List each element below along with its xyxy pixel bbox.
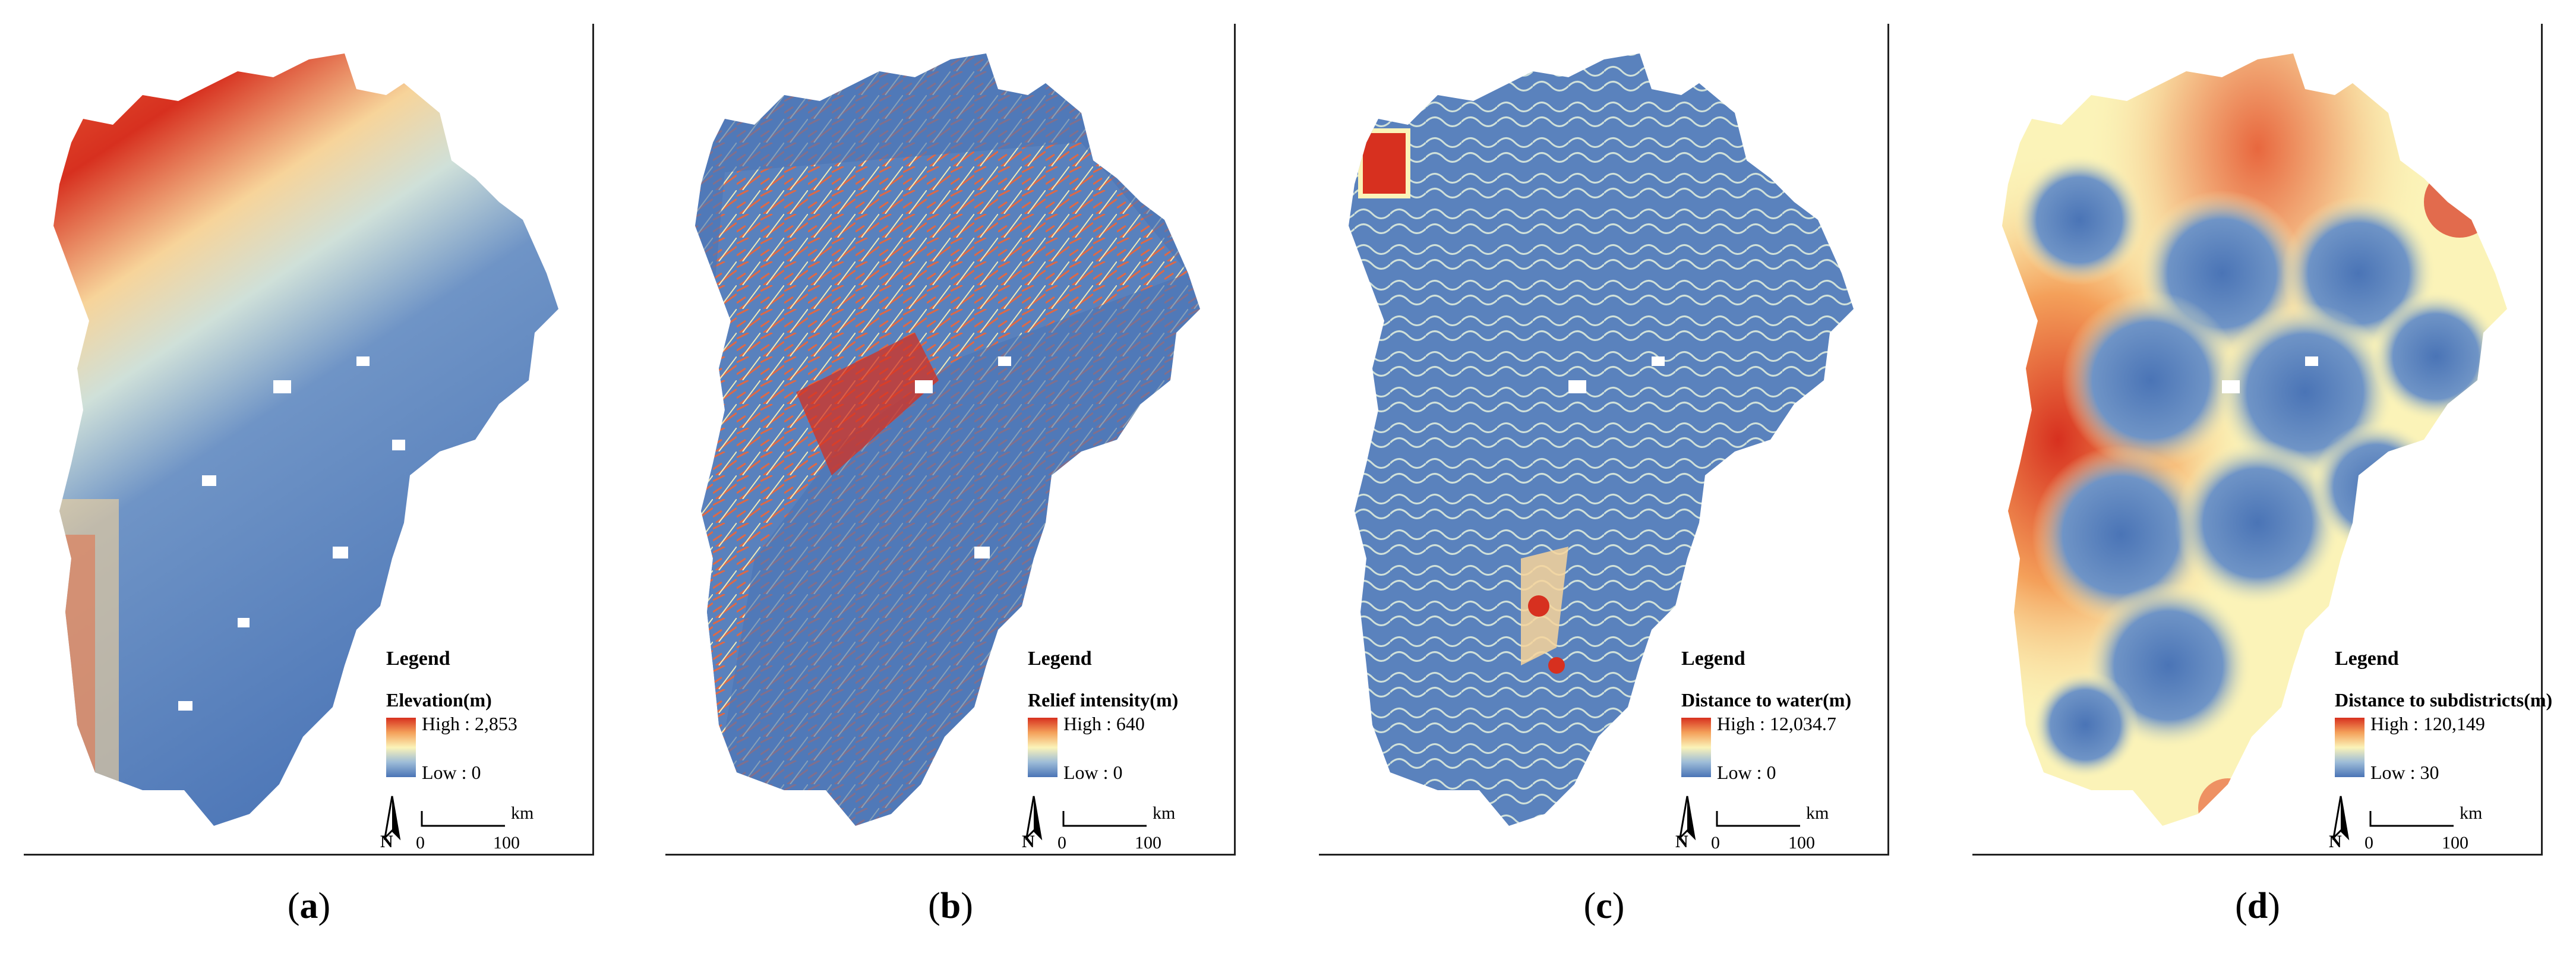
- color-ramp: [1681, 718, 1711, 777]
- north-arrow-icon: [1025, 796, 1043, 841]
- legend-high-label: High : 2,853: [422, 713, 517, 734]
- caption-letter: a: [299, 886, 318, 926]
- scale-max-label: 100: [2442, 833, 2468, 853]
- caption-letter: c: [1596, 886, 1612, 926]
- distance-to-subdistricts-map: [2002, 53, 2507, 826]
- map-legend: Legend Distance to subdistricts(m) High …: [2329, 648, 2552, 783]
- scale-unit-label: km: [1153, 803, 1176, 823]
- legend-title: Legend: [386, 648, 450, 670]
- scale-bar: [1062, 811, 1147, 827]
- scale-zero-label: 0: [2365, 833, 2373, 853]
- map-frame: [24, 24, 594, 856]
- scale-bar: [1716, 811, 1800, 827]
- map-legend: Legend Elevation(m) High : 2,853 Low : 0: [380, 648, 594, 783]
- legend-high-label: High : 12,034.7: [1717, 713, 1836, 734]
- elevation-map: [53, 53, 558, 826]
- north-label: N: [1022, 832, 1035, 851]
- panel-caption-a: (a): [287, 886, 331, 926]
- map-frame: [665, 24, 1236, 856]
- scale-max-label: 100: [1788, 833, 1815, 853]
- map-panel-c: Legend Distance to water(m) High : 12,03…: [1319, 24, 1889, 856]
- scale-bar: [421, 811, 505, 827]
- legend-low-label: Low : 0: [1063, 762, 1123, 783]
- color-ramp: [2335, 718, 2365, 777]
- map-legend: Legend Relief intensity(m) High : 640 Lo…: [1022, 648, 1236, 783]
- legend-field-name: Relief intensity(m): [1028, 689, 1179, 711]
- distance-to-water-map: [1349, 53, 1854, 826]
- legend-field-name: Distance to subdistricts(m): [2335, 689, 2553, 711]
- map-panel-b: Legend Relief intensity(m) High : 640 Lo…: [665, 24, 1236, 856]
- scale-zero-label: 0: [416, 833, 425, 853]
- north-label: N: [2329, 832, 2342, 851]
- legend-title: Legend: [2335, 648, 2399, 670]
- scale-unit-label: km: [2460, 803, 2483, 823]
- scale-max-label: 100: [1135, 833, 1161, 853]
- legend-title: Legend: [1028, 648, 1092, 670]
- legend-field-name: Distance to water(m): [1681, 689, 1852, 711]
- legend-high-label: High : 640: [1063, 713, 1145, 734]
- scale-max-label: 100: [493, 833, 520, 853]
- legend-low-label: Low : 0: [1717, 762, 1776, 783]
- legend-high-label: High : 120,149: [2370, 713, 2485, 734]
- scale-bar: [2369, 811, 2454, 827]
- north-arrow-icon: [1678, 796, 1696, 841]
- map-panel-d: Legend Distance to subdistricts(m) High …: [1972, 24, 2552, 856]
- panel-caption-c: (c): [1583, 886, 1625, 926]
- caption-letter: d: [2247, 886, 2268, 926]
- scale-zero-label: 0: [1057, 833, 1066, 853]
- relief-intensity-map: [695, 53, 1200, 826]
- legend-low-label: Low : 30: [2370, 762, 2439, 783]
- legend-field-name: Elevation(m): [386, 689, 492, 711]
- map-frame: [1319, 24, 1889, 856]
- map-frame: [1972, 24, 2543, 856]
- north-arrow-icon: [383, 796, 401, 841]
- scale-unit-label: km: [511, 803, 534, 823]
- scale-unit-label: km: [1806, 803, 1829, 823]
- north-arrow-icon: [2332, 796, 2350, 841]
- color-ramp: [1028, 718, 1057, 777]
- panel-caption-d: (d): [2235, 886, 2280, 926]
- north-label: N: [1675, 832, 1688, 851]
- caption-letter: b: [940, 886, 961, 926]
- legend-low-label: Low : 0: [422, 762, 481, 783]
- map-legend: Legend Distance to water(m) High : 12,03…: [1675, 648, 1889, 783]
- north-label: N: [380, 832, 393, 851]
- legend-title: Legend: [1681, 648, 1745, 670]
- color-ramp: [386, 718, 416, 777]
- scale-zero-label: 0: [1711, 833, 1720, 853]
- map-panel-a: Legend Elevation(m) High : 2,853 Low : 0…: [24, 24, 594, 856]
- panel-caption-b: (b): [928, 886, 973, 926]
